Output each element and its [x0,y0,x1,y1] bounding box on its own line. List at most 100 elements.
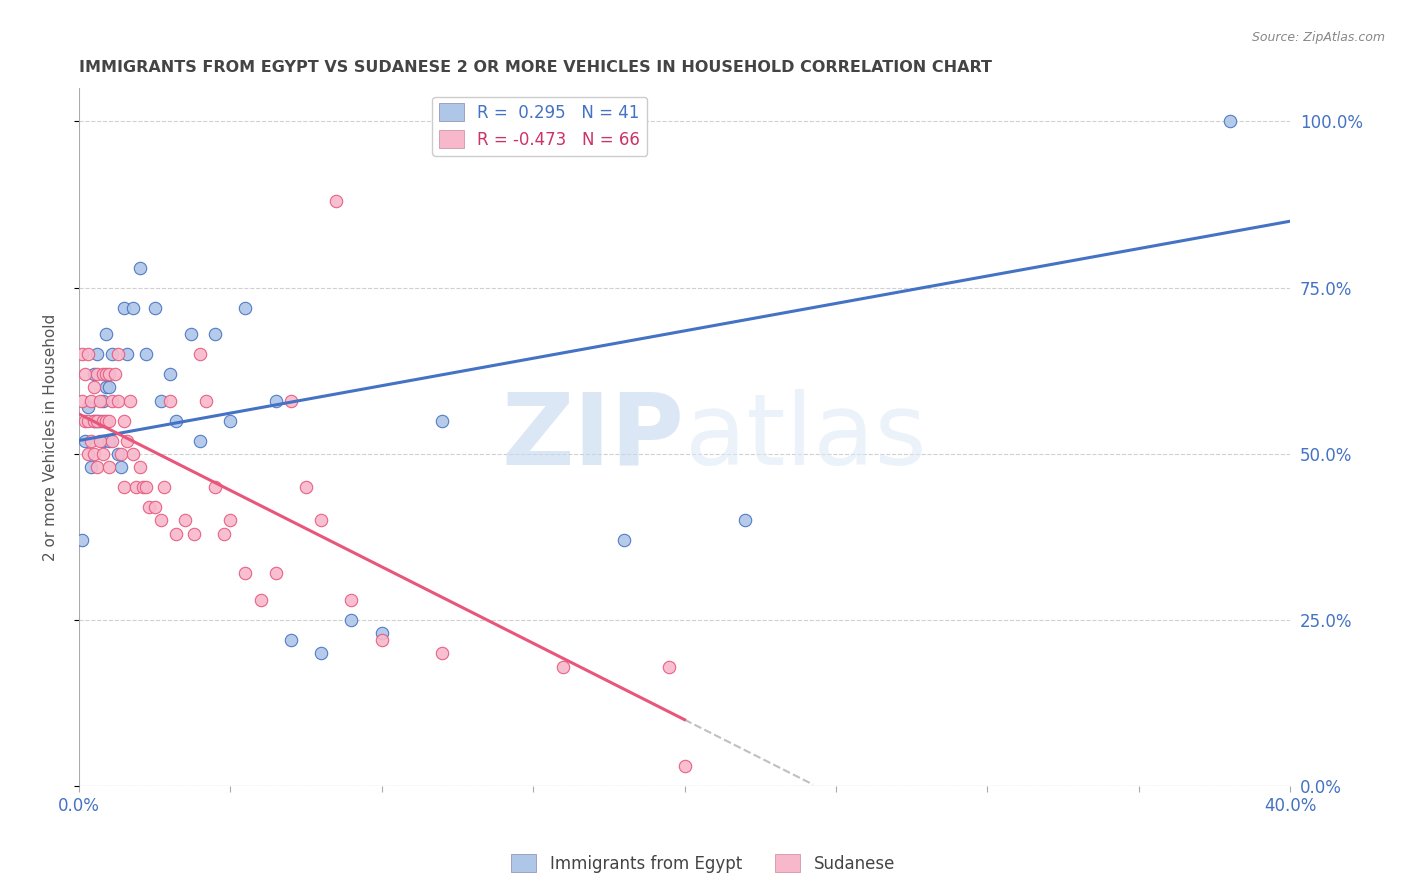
Point [183,526,205,541]
Point [340,593,363,607]
Point [107,393,129,408]
Point [101,347,124,361]
Point [613,533,636,548]
Point [1219,114,1241,128]
Point [91,414,114,428]
Point [73,414,96,428]
Point [371,632,394,647]
Point [128,460,150,475]
Point [219,414,242,428]
Point [91,367,114,381]
Point [80,434,103,448]
Point [149,513,172,527]
Point [180,327,202,342]
Point [86,460,108,475]
Point [89,393,111,408]
Point [117,347,139,361]
Point [89,434,111,448]
Point [83,447,105,461]
Point [235,301,257,315]
Point [122,301,145,315]
Point [73,367,96,381]
Text: IMMIGRANTS FROM EGYPT VS SUDANESE 2 OR MORE VEHICLES IN HOUSEHOLD CORRELATION CH: IMMIGRANTS FROM EGYPT VS SUDANESE 2 OR M… [79,60,993,75]
Point [131,480,153,494]
Point [128,260,150,275]
Point [89,414,111,428]
Point [295,480,318,494]
Point [235,566,257,581]
Point [219,513,242,527]
Point [125,480,148,494]
Legend: R =  0.295   N = 41, R = -0.473   N = 66: R = 0.295 N = 41, R = -0.473 N = 66 [433,96,647,155]
Point [325,194,347,209]
Point [188,347,211,361]
Point [149,393,172,408]
Point [432,646,454,660]
Point [135,347,157,361]
Point [104,367,127,381]
Point [143,301,166,315]
Point [96,327,118,342]
Point [135,480,157,494]
Point [101,434,124,448]
Point [77,401,100,415]
Point [70,347,93,361]
Point [371,626,394,640]
Point [280,632,302,647]
Point [553,659,575,673]
Point [86,347,108,361]
Text: Source: ZipAtlas.com: Source: ZipAtlas.com [1251,31,1385,45]
Point [204,480,226,494]
Point [86,414,108,428]
Point [673,759,696,773]
Point [77,347,100,361]
Point [70,533,93,548]
Point [734,513,756,527]
Point [98,367,121,381]
Point [165,414,187,428]
Point [101,393,124,408]
Point [107,447,129,461]
Point [83,414,105,428]
Point [159,367,181,381]
Point [658,659,681,673]
Point [112,301,135,315]
Point [70,393,93,408]
Point [80,460,103,475]
Point [96,414,118,428]
Point [96,380,118,394]
Point [83,380,105,394]
Point [340,613,363,627]
Point [98,414,121,428]
Point [112,480,135,494]
Point [309,646,332,660]
Point [138,500,160,514]
Point [86,414,108,428]
Point [110,460,132,475]
Point [91,447,114,461]
Point [195,393,218,408]
Point [98,434,121,448]
Point [98,460,121,475]
Point [77,414,100,428]
Point [249,593,271,607]
Y-axis label: 2 or more Vehicles in Household: 2 or more Vehicles in Household [44,314,58,561]
Point [165,526,187,541]
Point [86,367,108,381]
Point [117,434,139,448]
Point [309,513,332,527]
Point [91,393,114,408]
Point [98,380,121,394]
Point [204,327,226,342]
Legend: Immigrants from Egypt, Sudanese: Immigrants from Egypt, Sudanese [505,847,901,880]
Point [80,393,103,408]
Point [264,566,287,581]
Point [280,393,302,408]
Point [432,414,454,428]
Point [214,526,236,541]
Point [83,367,105,381]
Point [264,393,287,408]
Point [120,393,142,408]
Point [152,480,174,494]
Point [96,367,118,381]
